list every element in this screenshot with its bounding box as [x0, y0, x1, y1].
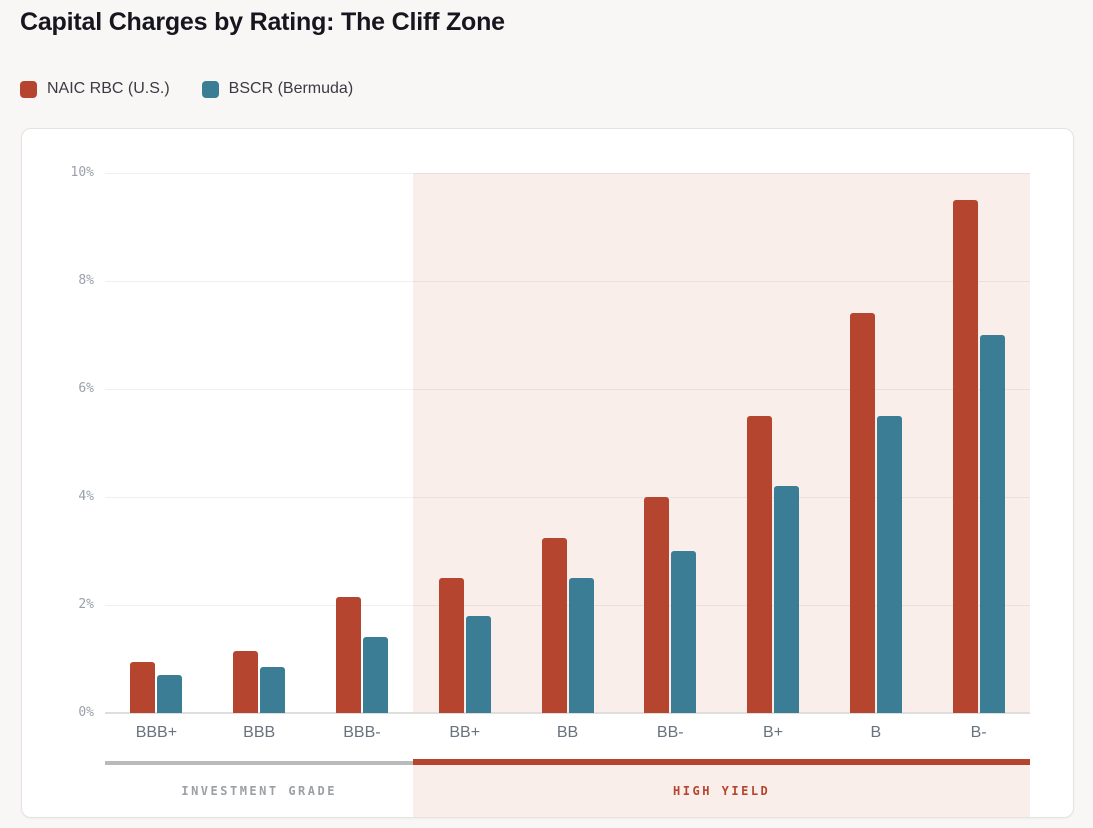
zone-band-high-yield: [413, 173, 1030, 713]
gridline-8%: [105, 281, 1030, 282]
y-tick-label-10%: 10%: [70, 165, 94, 180]
bar-bscr-bbminus: [671, 551, 697, 713]
x-tick-label-bminus: B-: [970, 724, 987, 741]
legend-swatch-bscr: [201, 80, 219, 98]
legend-swatch-naic-rbc: [20, 80, 37, 98]
x-tick-label-bbb: BBB: [243, 724, 276, 741]
bar-naic-rbc-bbplus: [438, 578, 464, 713]
x-tick-label-bbplus: BB+: [449, 724, 481, 741]
bar-naic-rbc-bb: [541, 537, 567, 713]
zone-divider-investment-grade: [105, 761, 414, 765]
bar-naic-rbc-bbminus: [644, 497, 670, 713]
chart-legend: NAIC RBC (U.S.) BSCR (Bermuda): [20, 80, 353, 98]
bar-bscr-bbbminus: [362, 637, 388, 713]
x-tick-label-bb: BB: [556, 724, 579, 741]
bar-naic-rbc-bbbplus: [130, 661, 156, 713]
y-tick-label-6%: 6%: [78, 381, 94, 396]
gridline-2%: [105, 605, 1030, 606]
chart-card: 0% 2% 4% 6% 8% 10% BBB+ BBB BBB- BB+ BB BB- B+ B B- INV…: [21, 128, 1074, 818]
bar-bscr-bbplus: [465, 615, 491, 713]
bar-bscr-bbbplus: [157, 675, 183, 713]
y-tick-label-4%: 4%: [78, 489, 94, 504]
x-tick-label-b: B: [870, 724, 882, 741]
y-tick-label-2%: 2%: [78, 597, 94, 612]
zone-footer-band-high-yield: [413, 765, 1030, 817]
bar-bscr-bminus: [979, 335, 1005, 713]
legend-label-naic-rbc: NAIC RBC (U.S.): [47, 80, 170, 97]
y-tick-label-8%: 8%: [78, 273, 94, 288]
bar-naic-rbc-bbbminus: [335, 596, 361, 713]
x-tick-label-bbminus: BB-: [656, 724, 684, 741]
x-tick-label-bplus: B+: [763, 724, 784, 741]
page-title: Capital Charges by Rating: The Cliff Zon…: [20, 8, 505, 36]
bar-bscr-bplus: [774, 486, 800, 713]
zone-divider-high-yield: [413, 759, 1030, 765]
gridline-4%: [105, 497, 1030, 498]
bar-bscr-bb: [568, 578, 594, 713]
x-tick-label-bbbplus: BBB+: [135, 724, 178, 741]
bar-naic-rbc-bminus: [952, 200, 978, 713]
bar-naic-rbc-bplus: [747, 416, 773, 713]
bar-bscr-bbb: [260, 667, 286, 713]
zone-label-high-yield: HIGH YIELD: [673, 784, 771, 798]
y-tick-label-0%: 0%: [78, 705, 94, 720]
bar-naic-rbc-b: [849, 313, 875, 713]
zone-label-investment-grade: INVESTMENT GRADE: [181, 784, 337, 798]
legend-item-naic-rbc: NAIC RBC (U.S.): [20, 80, 170, 98]
legend-item-bscr: BSCR (Bermuda): [201, 80, 354, 98]
x-tick-label-bbbminus: BBB-: [343, 724, 381, 741]
x-axis-line: [105, 712, 1030, 714]
gridline-6%: [105, 389, 1030, 390]
bar-bscr-b: [876, 416, 902, 713]
gridline-10%: [105, 173, 1030, 174]
bar-chart: 0% 2% 4% 6% 8% 10% BBB+ BBB BBB- BB+ BB BB- B+ B B- INV…: [22, 129, 1073, 817]
bar-naic-rbc-bbb: [233, 650, 259, 713]
legend-label-bscr: BSCR (Bermuda): [228, 80, 354, 97]
